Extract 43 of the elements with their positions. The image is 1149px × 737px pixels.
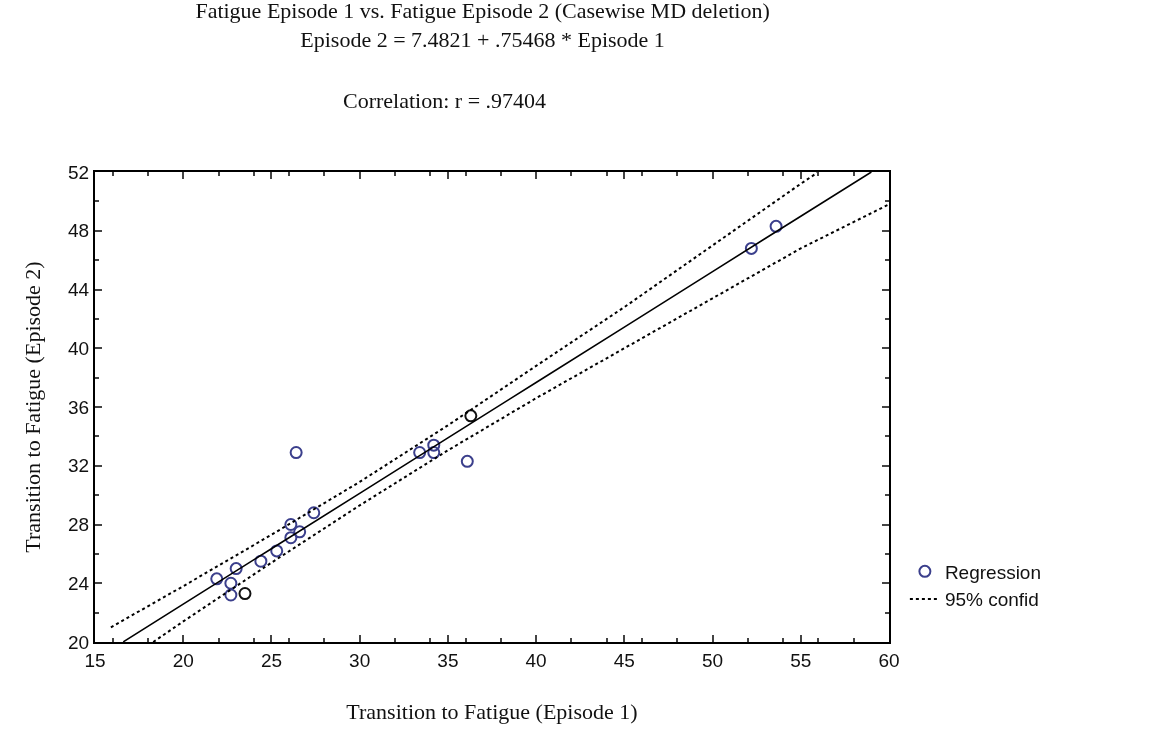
y-tick-label: 52	[68, 161, 90, 183]
x-tick-label: 40	[525, 649, 547, 671]
point	[293, 525, 307, 539]
point	[224, 588, 238, 602]
y-axis-title: Transition to Fatigue (Episode 2)	[20, 261, 45, 553]
y-tick-label: 40	[68, 337, 90, 359]
point	[427, 446, 441, 460]
legend-label: Regression	[944, 561, 1041, 583]
point	[427, 438, 441, 452]
point	[254, 554, 268, 568]
x-tick-label: 55	[790, 649, 812, 671]
y-tick-label: 36	[68, 396, 90, 418]
point	[413, 446, 427, 460]
text: Correlation: r = .97404	[343, 88, 547, 113]
point	[769, 219, 783, 233]
point	[238, 587, 252, 601]
y-tick-label: 48	[68, 220, 90, 242]
legend-label: 95% confid	[944, 589, 1039, 611]
x-tick-label: 25	[260, 649, 283, 671]
x-tick-label: 60	[878, 649, 900, 671]
y-tick-label: 44	[68, 279, 90, 301]
y-tick-label: 24	[68, 572, 90, 594]
point	[744, 241, 758, 255]
y-tick-label: 28	[68, 514, 90, 536]
x-tick-label: 45	[613, 649, 635, 671]
point	[284, 518, 298, 531]
point	[229, 562, 243, 576]
x-tick-label: 50	[701, 649, 724, 671]
point	[224, 576, 238, 590]
chart-title: Fatigue Episode 1 vs. Fatigue Episode 2 (Casewise MD deletion)	[195, 0, 770, 24]
point	[284, 531, 298, 545]
x-tick-label: 30	[349, 649, 371, 671]
point	[270, 544, 284, 558]
point	[464, 409, 478, 423]
point	[289, 446, 303, 460]
x-tick-label: 20	[172, 649, 194, 671]
chart-subtitle: Episode 2 = 7.4821 + .75468 * Episode 1	[300, 27, 665, 53]
point	[210, 572, 224, 586]
x-axis-title: Transition to Fatigue (Episode 1)	[346, 699, 638, 724]
point	[307, 506, 321, 520]
x-tick-label: 35	[437, 649, 459, 671]
point	[460, 454, 474, 468]
y-tick-label: 32	[68, 455, 90, 477]
